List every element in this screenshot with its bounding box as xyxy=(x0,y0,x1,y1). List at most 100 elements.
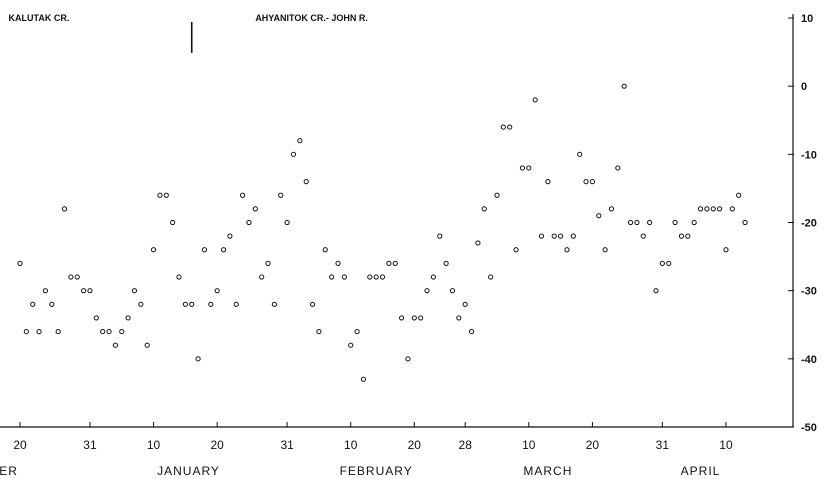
data-point xyxy=(227,233,233,239)
data-point xyxy=(379,274,386,280)
data-point xyxy=(42,288,49,294)
x-tick-label: 10 xyxy=(522,438,536,452)
data-point xyxy=(30,301,36,307)
data-point xyxy=(87,288,93,294)
data-point xyxy=(170,219,176,226)
x-tick-label: 20 xyxy=(408,438,422,452)
data-point xyxy=(621,83,627,89)
x-tick-label: 10 xyxy=(719,438,733,452)
data-point xyxy=(481,206,487,212)
data-point xyxy=(723,247,729,253)
data-point xyxy=(61,206,68,212)
data-point xyxy=(678,233,685,239)
data-point xyxy=(666,260,672,266)
data-point xyxy=(577,151,583,157)
data-point xyxy=(513,247,519,253)
data-point xyxy=(23,328,29,335)
data-point xyxy=(742,219,748,226)
data-point xyxy=(443,260,449,266)
data-point xyxy=(49,301,55,307)
data-point xyxy=(360,376,367,382)
data-point xyxy=(653,288,659,294)
data-point xyxy=(424,288,430,294)
data-point xyxy=(659,260,665,266)
x-tick-label: 10 xyxy=(147,438,161,452)
data-point xyxy=(634,219,640,226)
data-point xyxy=(322,247,328,253)
data-point xyxy=(17,260,23,266)
data-point xyxy=(341,274,347,280)
data-point xyxy=(627,219,634,226)
y-tick-label: -50 xyxy=(801,422,817,434)
data-point xyxy=(475,240,481,246)
data-point xyxy=(182,301,188,307)
data-point xyxy=(507,124,513,130)
data-point xyxy=(449,288,456,294)
month-labels: BER JANUARY FEBRUARY MARCH APRIL xyxy=(0,464,719,478)
data-point xyxy=(55,328,61,335)
data-point xyxy=(500,124,506,130)
data-point xyxy=(392,260,398,266)
x-axis-ticks: 20 31 10 20 31 10 20 28 10 20 31 10 xyxy=(13,422,733,452)
data-point xyxy=(100,328,106,335)
data-point xyxy=(564,247,570,253)
y-tick-label: -20 xyxy=(801,218,817,230)
data-point xyxy=(240,192,246,198)
data-point xyxy=(144,342,150,348)
data-point xyxy=(271,301,277,307)
data-point xyxy=(208,301,214,307)
x-tick-label: 31 xyxy=(280,438,294,452)
data-point xyxy=(201,247,208,253)
data-point xyxy=(316,328,322,335)
month-label: MARCH xyxy=(523,464,572,478)
data-point xyxy=(119,328,125,335)
data-point xyxy=(691,219,697,226)
data-point xyxy=(526,165,532,171)
data-point xyxy=(297,138,303,144)
data-point xyxy=(468,328,475,335)
data-point xyxy=(265,260,271,266)
data-point xyxy=(246,219,252,226)
data-point xyxy=(608,206,615,212)
data-point xyxy=(278,192,284,198)
location-labels: KALUTAK CR. AHYANITOK CR.- JOHN R. xyxy=(9,13,368,23)
data-point xyxy=(189,301,195,307)
data-point xyxy=(596,213,602,219)
data-point xyxy=(284,219,290,226)
data-point xyxy=(290,151,297,157)
x-tick-label: 20 xyxy=(13,438,27,452)
data-point xyxy=(150,247,157,253)
data-point xyxy=(570,233,576,239)
y-tick-label: 10 xyxy=(801,13,813,25)
data-point xyxy=(462,301,468,307)
data-point xyxy=(430,274,436,280)
data-point xyxy=(729,206,735,212)
y-tick-label: 0 xyxy=(801,81,807,93)
data-point xyxy=(488,274,494,280)
data-point xyxy=(176,274,182,280)
data-point xyxy=(411,315,417,321)
month-label: JANUARY xyxy=(157,464,220,478)
data-point xyxy=(354,328,360,335)
data-point xyxy=(437,233,443,239)
data-point xyxy=(418,315,424,321)
month-label: BER xyxy=(0,464,18,478)
data-point xyxy=(157,192,163,198)
data-point xyxy=(685,233,691,239)
data-point xyxy=(138,301,144,307)
data-point xyxy=(538,233,545,239)
data-point xyxy=(551,233,557,239)
data-point xyxy=(558,233,564,239)
y-tick-label: -10 xyxy=(801,149,817,161)
data-point xyxy=(494,192,500,198)
data-point xyxy=(335,260,341,266)
data-point xyxy=(74,274,80,280)
data-point xyxy=(36,328,42,335)
data-point xyxy=(697,206,704,212)
data-point xyxy=(519,165,526,171)
data-point xyxy=(710,206,716,212)
x-tick-label: 31 xyxy=(83,438,97,452)
x-tick-label: 10 xyxy=(344,438,358,452)
data-point xyxy=(717,206,723,212)
